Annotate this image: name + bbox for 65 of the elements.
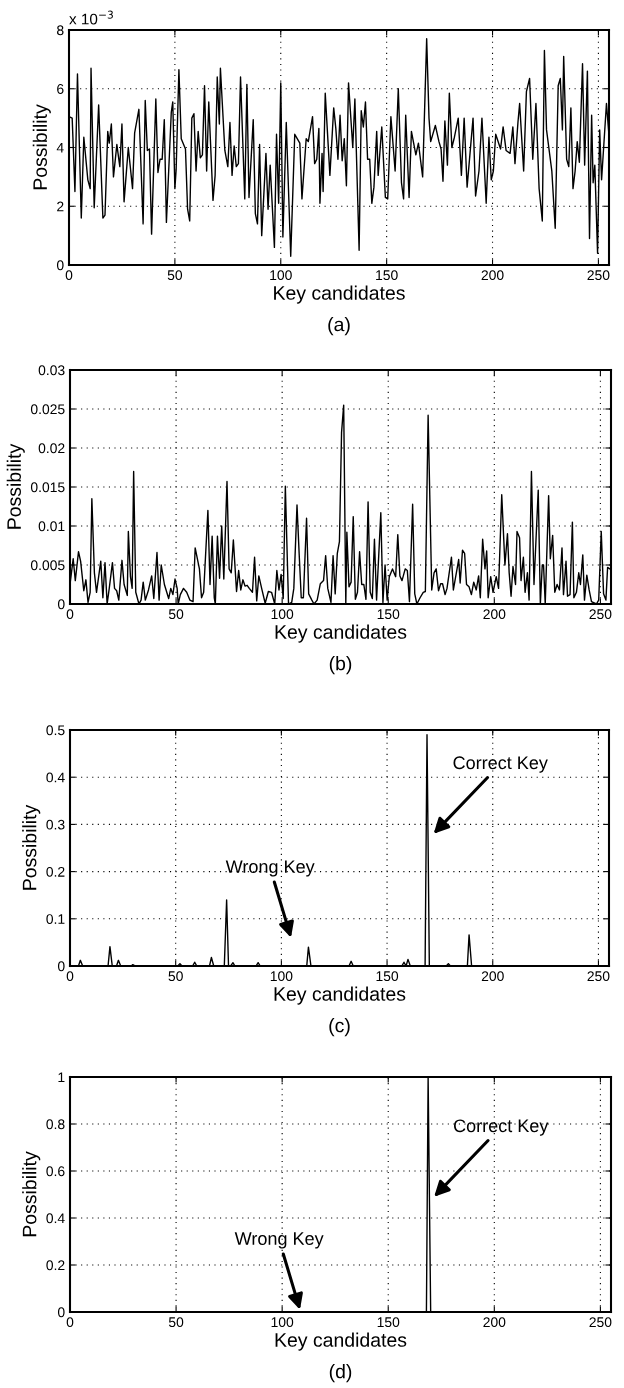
- text: (d): [329, 1364, 352, 1383]
- y-axis-title: Possibility: [6, 443, 25, 529]
- y-tick-label: 0.02: [38, 443, 65, 454]
- y-tick-label: 0.6: [46, 1166, 65, 1177]
- y-tick-label: 6: [57, 84, 64, 94]
- x-tick-label: 0: [65, 270, 73, 281]
- x-axis-title: Key candidates: [275, 1332, 407, 1351]
- text: (b): [329, 656, 352, 675]
- x-tick-label: 50: [168, 971, 183, 982]
- y-tick-label: 2: [57, 201, 64, 212]
- y-axis-title: Possibility: [32, 104, 51, 190]
- x-tick-label: 50: [168, 1317, 184, 1328]
- x-tick-label: 0: [66, 1317, 74, 1328]
- x-tick-label: 200: [483, 609, 506, 620]
- y-tick-label: 0.03: [38, 365, 65, 376]
- y-tick-label: 0.4: [46, 772, 65, 783]
- text: (c): [329, 1018, 350, 1037]
- x-tick-label: 200: [481, 971, 504, 982]
- y-tick-label: 0.8: [46, 1119, 65, 1130]
- x-tick-label: 100: [271, 609, 294, 620]
- x-tick-label: 100: [270, 971, 293, 982]
- y-tick-label: 0.5: [46, 725, 65, 736]
- x-tick-label: 200: [481, 270, 504, 281]
- x-tick-label: 150: [376, 971, 399, 982]
- x-tick-label: 100: [271, 1317, 294, 1328]
- x-tick-label: 0: [66, 971, 74, 982]
- annotation: Correct Key: [453, 756, 548, 773]
- y-tick-label: 0.015: [30, 482, 65, 493]
- x-axis-title: Key candidates: [275, 624, 407, 643]
- x-tick-label: 250: [589, 609, 612, 620]
- annotation: Correct Key: [453, 1119, 549, 1136]
- x-tick-label: 200: [483, 1317, 506, 1328]
- y-tick-label: 0.005: [30, 560, 65, 571]
- text: x 10$^{−3}$: [69, 10, 113, 25]
- x-axis-title: Key candidates: [274, 986, 406, 1005]
- y-tick-label: 0: [57, 599, 65, 610]
- y-axis-title: Possibility: [22, 804, 41, 890]
- y-tick-label: 0.1: [46, 914, 65, 924]
- y-tick-label: 0.025: [30, 404, 65, 415]
- y-tick-label: 0.2: [46, 1260, 65, 1271]
- x-tick-label: 50: [167, 270, 183, 281]
- x-tick-label: 150: [377, 609, 400, 620]
- y-tick-label: 0.4: [46, 1213, 65, 1224]
- x-tick-label: 250: [587, 971, 610, 982]
- x-tick-label: 250: [587, 270, 610, 281]
- x-tick-label: 150: [377, 1317, 400, 1328]
- y-tick-label: 1: [58, 1072, 65, 1083]
- x-axis-title: Key candidates: [274, 285, 405, 304]
- y-tick-label: 0.2: [46, 866, 65, 877]
- x-tick-label: 250: [589, 1317, 612, 1328]
- y-tick-label: 0: [57, 1307, 65, 1318]
- y-tick-label: 8: [57, 25, 64, 36]
- annotation: Wrong Key: [234, 1232, 324, 1249]
- annotation: Wrong Key: [225, 860, 315, 877]
- x-tick-label: 100: [270, 270, 292, 281]
- y-tick-label: 0: [56, 260, 64, 271]
- text: (a): [328, 317, 350, 336]
- y-axis-title: Possibility: [22, 1151, 41, 1237]
- y-tick-label: 0.3: [46, 819, 65, 830]
- x-tick-label: 0: [66, 609, 74, 620]
- y-tick-label: 0.01: [38, 521, 65, 532]
- y-tick-label: 0: [57, 961, 65, 972]
- x-tick-label: 150: [376, 270, 398, 281]
- x-tick-label: 50: [168, 609, 184, 620]
- y-tick-label: 4: [56, 142, 64, 153]
